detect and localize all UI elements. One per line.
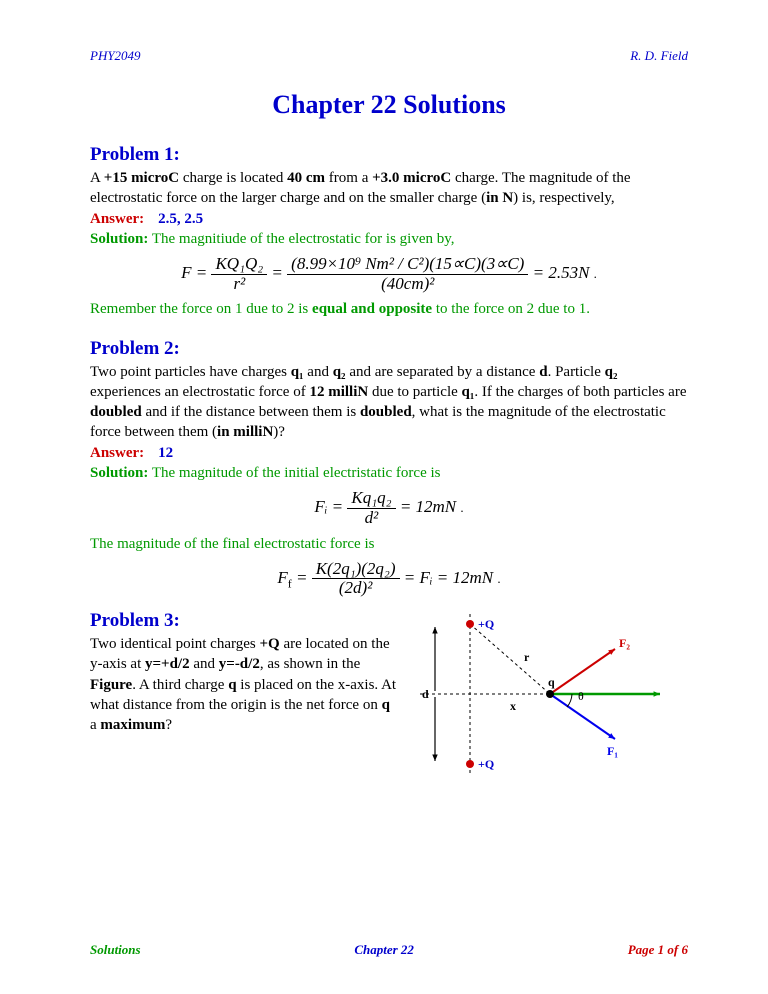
problem-2-heading: Problem 2: [90,338,688,360]
problem-1-remark: Remember the force on 1 due to 2 is equa… [90,299,688,319]
problem-2-text: Two point particles have charges q₁ and … [90,362,688,443]
page-title: Chapter 22 Solutions [90,90,688,120]
svg-text:+Q: +Q [478,757,494,771]
header-right: R. D. Field [630,48,688,64]
problem-1-solution: Solution: The magnitiude of the electros… [90,229,688,249]
svg-text:r: r [524,650,530,664]
problem-1-heading: Problem 1: [90,144,688,166]
svg-text:F₂: F₂ [619,636,630,650]
problem-1-answer: Answer:2.5, 2.5 [90,209,688,229]
svg-text:F₁: F₁ [607,744,618,758]
problem-2-eq1: Fᵢ = Kq₁q₂d² = 12mN . [90,489,688,527]
problem-1-equation: F = KQ₁Q₂r² = (8.99×10⁹ Nm² / C²)(15∝C)(… [90,255,688,293]
svg-text:q: q [548,675,555,689]
problem-1-text: A +15 microC charge is located 40 cm fro… [90,168,688,209]
svg-text:+Q: +Q [478,617,494,631]
header-left: PHY2049 [90,48,141,64]
svg-text:d: d [422,687,429,701]
problem-2-solution: Solution: The magnitude of the initial e… [90,463,688,483]
problem-3-heading: Problem 3: [90,610,400,632]
problem-2-eq2: Ff = K(2q₁)(2q₂)(2d)² = Fᵢ = 12mN . [90,560,688,598]
problem-3-text: Two identical point charges +Q are locat… [90,634,400,735]
problem-3-figure: +Q +Q r d x q θ F₁ F₂ [410,604,688,789]
problem-2-mid: The magnitude of the final electrostatic… [90,534,688,554]
footer: Solutions Chapter 22 Page 1 of 6 [90,942,688,958]
svg-text:θ: θ [578,689,584,703]
svg-text:x: x [510,699,516,713]
problem-2-answer: Answer:12 [90,443,688,463]
